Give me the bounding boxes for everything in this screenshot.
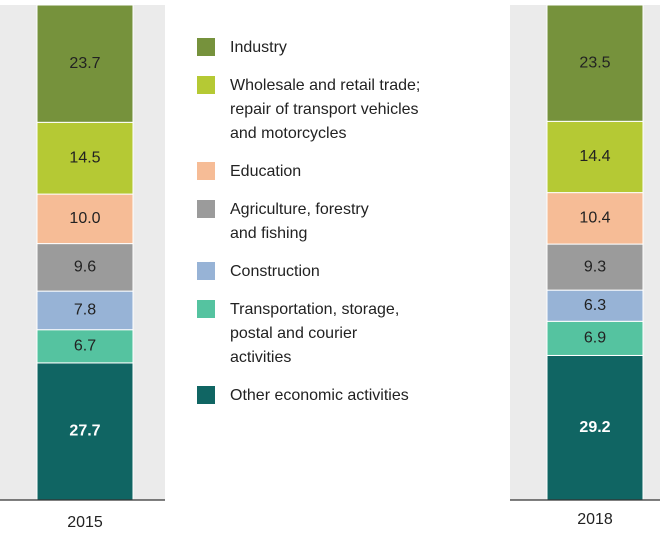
- bar-segment: [546, 354, 644, 501]
- bar-segment: [36, 290, 134, 331]
- bar-segment: [36, 362, 134, 501]
- bar-segment: [36, 243, 134, 292]
- bar-segment: [36, 4, 134, 123]
- data-label: 10.4: [579, 210, 610, 227]
- bar-segment: [36, 121, 134, 195]
- legend-label: Transportation, storage, postal and cour…: [230, 301, 400, 366]
- legend-swatch: [197, 200, 215, 218]
- bar-segment: [36, 193, 134, 245]
- legend-label: Education: [230, 163, 302, 180]
- data-label: 10.0: [69, 210, 100, 227]
- legend-swatch: [197, 38, 215, 56]
- data-label: 23.7: [69, 55, 100, 72]
- data-label: 6.9: [584, 330, 606, 347]
- legend-swatch: [197, 300, 215, 318]
- legend-label: Industry: [230, 39, 287, 56]
- legend-swatch: [197, 76, 215, 94]
- legend-label: Wholesale and retail trade; repair of tr…: [230, 77, 421, 142]
- data-label: 7.8: [74, 302, 96, 319]
- data-label: 9.3: [584, 258, 606, 275]
- bar-segment: [546, 120, 644, 194]
- legend-swatch: [197, 386, 215, 404]
- data-label: 29.2: [579, 419, 610, 436]
- data-label: 6.7: [74, 338, 96, 355]
- bar-segment: [546, 4, 644, 122]
- bar-segment: [546, 320, 644, 356]
- data-label: 14.4: [579, 148, 610, 165]
- x-tick-label: 2018: [577, 511, 613, 528]
- data-label: 23.5: [579, 54, 610, 71]
- legend-label: Agriculture, forestry and fishing: [230, 201, 369, 242]
- legend-swatch: [197, 162, 215, 180]
- data-label: 6.3: [584, 297, 606, 314]
- legend-swatch: [197, 262, 215, 280]
- legend-label: Construction: [230, 263, 320, 280]
- bar-segment: [546, 289, 644, 322]
- data-label: 14.5: [69, 149, 100, 166]
- bar-segment: [36, 329, 134, 364]
- bar-segment: [546, 192, 644, 245]
- data-label: 9.6: [74, 259, 96, 276]
- legend-label: Other economic activities: [230, 387, 409, 404]
- x-tick-label: 2015: [67, 514, 103, 531]
- data-label: 27.7: [69, 423, 100, 440]
